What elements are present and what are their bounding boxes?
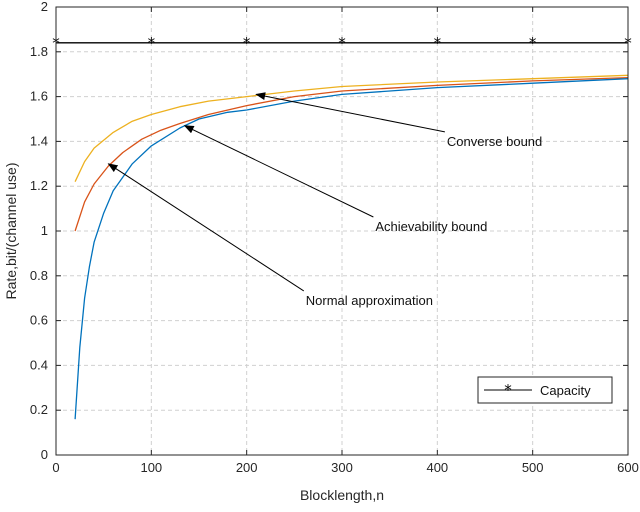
x-axis-label: Blocklength,n xyxy=(300,487,384,503)
series-line-converse-bound xyxy=(74,74,629,182)
y-tick-label: 1.8 xyxy=(30,44,48,59)
legend-label-capacity: Capacity xyxy=(540,383,591,398)
annotation-layer: Converse bound Achievability bound Normal … xyxy=(107,92,542,308)
y-tick-label: 2 xyxy=(41,0,48,14)
x-tick-label: 500 xyxy=(522,460,544,475)
y-tick-label: 0.2 xyxy=(30,402,48,417)
capacity-point-marker: * xyxy=(243,34,251,52)
legend-marker-capacity: * xyxy=(504,381,512,399)
annotation-arrow-normal-approximation xyxy=(107,163,305,292)
y-tick-label: 1 xyxy=(41,223,48,238)
y-tick-label: 0.6 xyxy=(30,313,48,328)
annotation-label-achievability-bound: Achievability bound xyxy=(375,219,487,234)
series-line-achievability-bound xyxy=(74,76,629,232)
tick-layer: 0 100 200 300 400 500 600 0 0.2 0.4 0.6 0.8 1 1.2 1.4 1… xyxy=(30,0,639,475)
series-line-normal-approximation xyxy=(74,78,629,420)
annotation-label-normal-approximation: Normal approximation xyxy=(306,293,433,308)
annotation-arrow-achievability-bound xyxy=(183,125,374,218)
x-tick-label: 600 xyxy=(617,460,639,475)
annotation-label-converse-bound: Converse bound xyxy=(447,134,542,149)
x-tick-label: 0 xyxy=(52,460,59,475)
y-tick-label: 1.6 xyxy=(30,89,48,104)
capacity-point-marker: * xyxy=(148,34,156,52)
capacity-point-marker: * xyxy=(338,34,346,52)
y-axis-label: Rate,bit/(channel use) xyxy=(3,163,19,300)
x-tick-label: 200 xyxy=(236,460,258,475)
y-tick-label: 0.4 xyxy=(30,357,48,372)
x-tick-label: 300 xyxy=(331,460,353,475)
legend: * Capacity xyxy=(477,376,613,404)
x-tick-label: 100 xyxy=(140,460,162,475)
annotation-arrow-converse-bound xyxy=(255,92,445,133)
y-tick-label: 1.2 xyxy=(30,178,48,193)
capacity-point-marker: * xyxy=(434,34,442,52)
capacity-point-marker: * xyxy=(529,34,537,52)
y-tick-label: 0.8 xyxy=(30,268,48,283)
y-tick-label: 1.4 xyxy=(30,133,48,148)
x-tick-label: 400 xyxy=(426,460,448,475)
y-tick-label: 0 xyxy=(41,447,48,462)
